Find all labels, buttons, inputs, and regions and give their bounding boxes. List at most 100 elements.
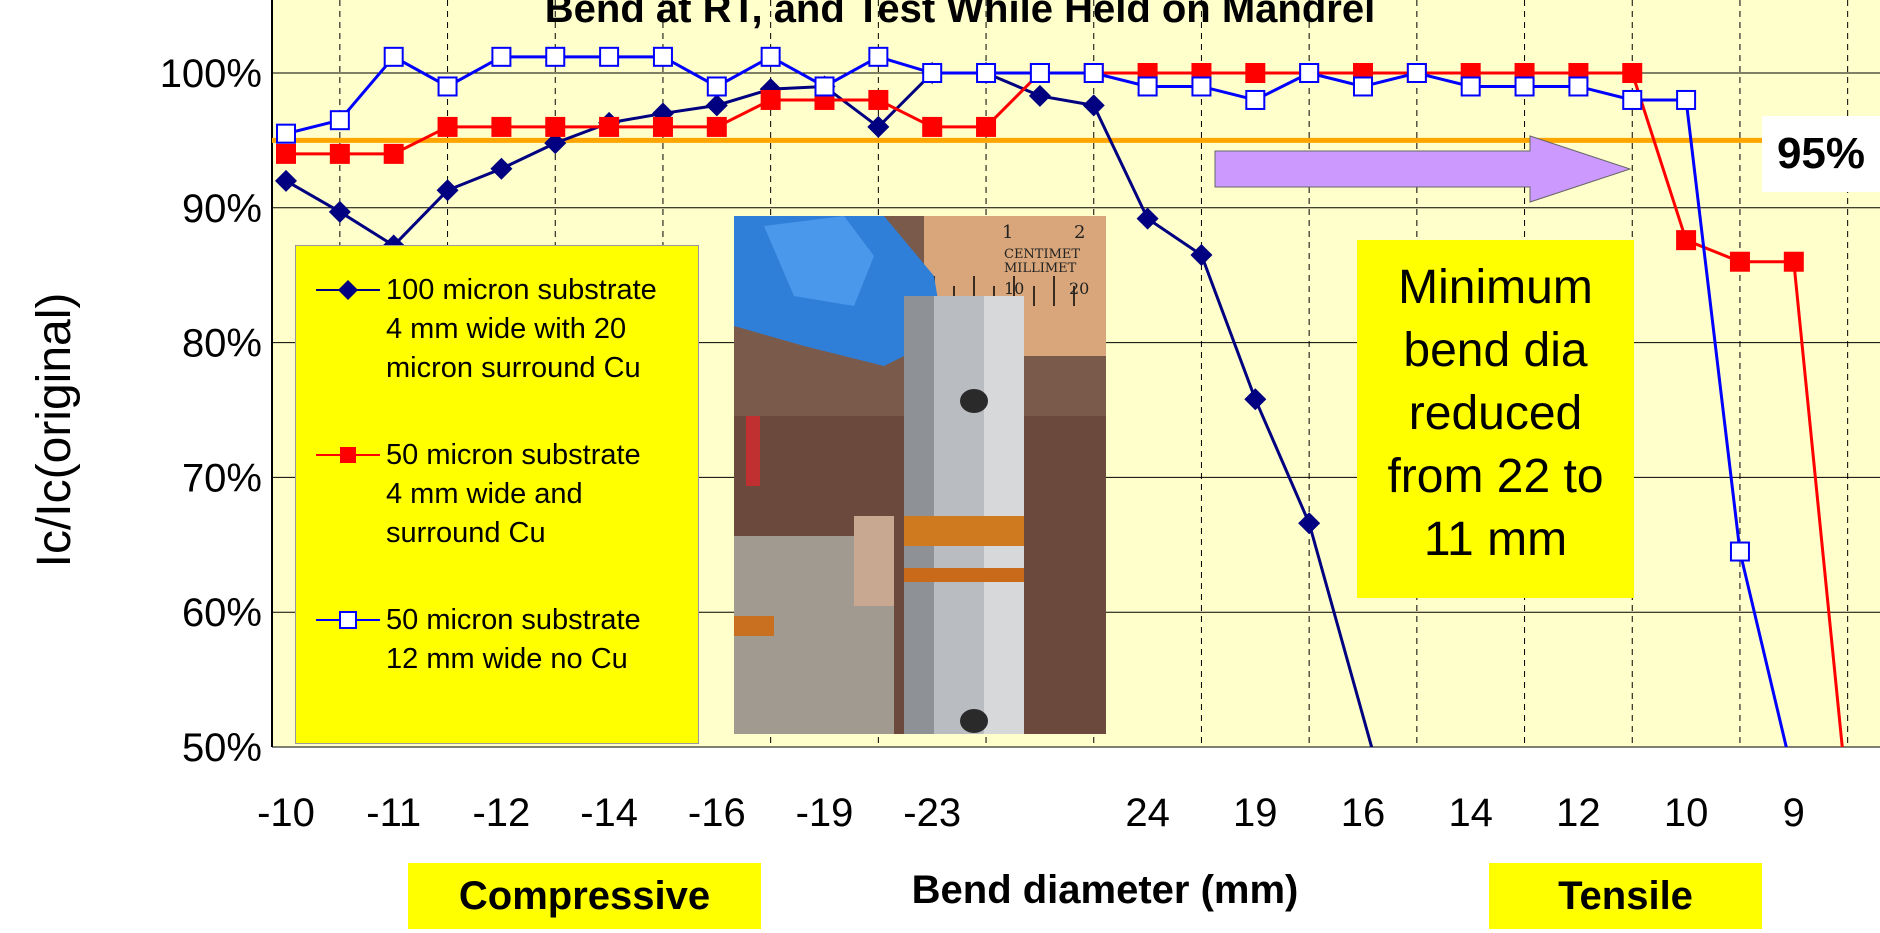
data-point [1676, 230, 1697, 251]
data-point [1190, 243, 1213, 266]
y-tick-label: 50% [182, 726, 262, 770]
data-point [760, 89, 781, 110]
data-point [1783, 251, 1804, 272]
legend-label-100-micron: 100 micron substrate 4 mm wide with 20 m… [386, 274, 657, 384]
filled-square-marker-icon [316, 447, 380, 463]
data-point [922, 116, 943, 137]
data-point [328, 200, 351, 223]
annotation-text: Minimum bend dia reduced from 22 to 11 m… [1387, 261, 1604, 566]
data-point [437, 76, 458, 97]
data-point [706, 116, 727, 137]
data-point [276, 143, 296, 164]
data-point [1136, 207, 1159, 230]
data-point [599, 116, 620, 137]
direction-arrow-icon [1214, 135, 1632, 203]
data-point [760, 46, 781, 67]
data-point [705, 94, 728, 117]
svg-text:20: 20 [1069, 279, 1089, 298]
data-point [1191, 76, 1212, 97]
data-point [1245, 63, 1266, 83]
x-tick-label: -14 [580, 791, 638, 835]
open-square-marker-icon [316, 611, 380, 629]
x-tick-label: 9 [1783, 791, 1805, 835]
x-tick-label: 12 [1556, 791, 1601, 835]
data-point [329, 110, 350, 131]
data-point [491, 46, 512, 67]
data-point [976, 116, 997, 137]
x-tick-label: 16 [1341, 791, 1386, 835]
y-axis-label: Ic/Ic(original) [28, 293, 81, 568]
data-point [1137, 76, 1158, 97]
compressive-label: Compressive [408, 863, 761, 929]
y-tick-label: 100% [160, 52, 262, 96]
data-point [545, 116, 566, 137]
x-tick-label: -16 [688, 791, 746, 835]
y-axis-ticks: 50% 60% 70% 80% 90% 100% [160, 52, 262, 770]
data-point [1299, 63, 1320, 83]
y-tick-label: 70% [182, 456, 262, 500]
data-point [1729, 251, 1750, 272]
data-point [1676, 89, 1697, 110]
data-point [652, 46, 673, 67]
data-point [1244, 388, 1267, 411]
x-tick-label: -23 [903, 791, 961, 835]
data-point [436, 179, 459, 202]
data-point [1028, 84, 1051, 107]
y-tick-label: 80% [182, 322, 262, 366]
svg-text:1: 1 [1002, 222, 1013, 243]
data-point [1622, 63, 1643, 83]
chart-title: Bend at RT, and Test While Held on Mandr… [545, 0, 1375, 31]
legend: 100 micron substrate 4 mm wide with 20 m… [295, 245, 699, 744]
data-point [868, 89, 889, 110]
x-tick-label: 24 [1125, 791, 1170, 835]
x-axis-ticks: -10 -11 -12 -14 -16 -19 -23 24 19 16 14 12 10 9 [257, 791, 1805, 835]
data-point [1082, 94, 1105, 117]
series-3 [276, 46, 1788, 748]
legend-label-50-micron-cu: 50 micron substrate 4 mm wide and surrou… [386, 439, 641, 549]
data-point [383, 46, 404, 67]
data-point [1460, 76, 1481, 97]
x-tick-label: -10 [257, 791, 315, 835]
data-point [1568, 76, 1589, 97]
x-axis-label: Bend diameter (mm) [911, 868, 1299, 912]
data-point [1406, 63, 1427, 83]
diamond-marker-icon [316, 280, 380, 300]
legend-label-50-micron-no-cu: 50 micron substrate 12 mm wide no Cu [386, 604, 641, 675]
data-point [545, 46, 566, 67]
data-point [490, 157, 513, 180]
reference-line-label: 95% [1762, 116, 1880, 192]
x-tick-label: -11 [366, 791, 421, 835]
data-point [706, 76, 727, 97]
x-tick-label: 19 [1233, 791, 1278, 835]
data-point [1622, 89, 1643, 110]
mandrel-photo: 1 2 CENTIMET MILLIMET 10 20 [734, 216, 1106, 734]
x-tick-label: 10 [1664, 791, 1709, 835]
data-point [1029, 63, 1050, 83]
svg-text:2: 2 [1074, 222, 1085, 243]
x-tick-label: -12 [472, 791, 530, 835]
tensile-label: Tensile [1489, 863, 1762, 929]
data-point [1353, 76, 1373, 97]
data-point [276, 123, 296, 144]
data-point [976, 63, 997, 83]
data-point [544, 132, 567, 155]
svg-text:10: 10 [1004, 279, 1024, 298]
data-point [329, 143, 350, 164]
svg-text:MILLIMET: MILLIMET [1004, 261, 1077, 276]
data-point [1514, 76, 1535, 97]
data-point [437, 116, 458, 137]
data-point [652, 116, 673, 137]
annotation-box: Minimum bend dia reduced from 22 to 11 m… [1357, 240, 1634, 598]
data-point [1298, 512, 1321, 535]
x-tick-label: 14 [1448, 791, 1493, 835]
data-point [275, 169, 297, 192]
data-point [867, 115, 890, 138]
data-point [922, 63, 943, 83]
data-point [814, 76, 835, 97]
data-point [1729, 541, 1750, 562]
x-tick-label: -19 [796, 791, 854, 835]
data-point [868, 46, 889, 67]
data-point [1083, 63, 1104, 83]
y-tick-label: 90% [182, 187, 262, 231]
data-point [599, 46, 620, 67]
